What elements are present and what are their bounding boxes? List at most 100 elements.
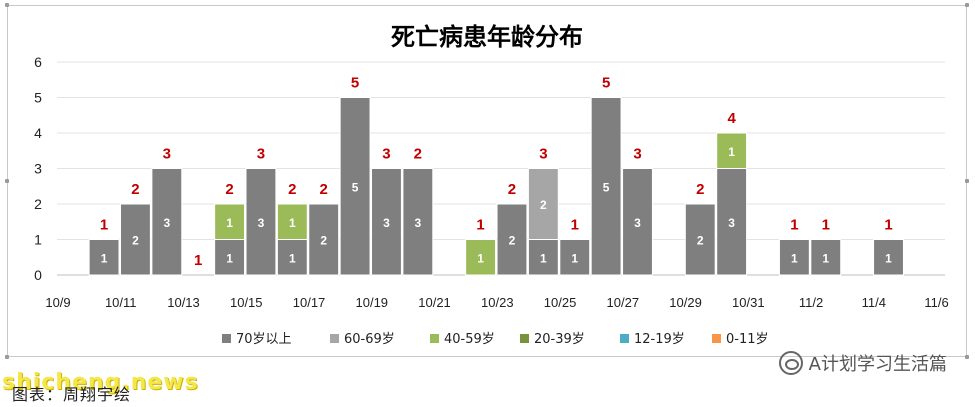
total-label: 2 [131,181,139,198]
bar-segment-label: 1 [477,251,484,265]
watermark-text: A计划学习生活篇 [808,354,947,375]
total-label: 3 [539,146,547,163]
total-label: 1 [194,252,202,269]
bar-segment [590,97,622,276]
total-label: 1 [884,217,892,234]
resize-handle-bottom-left[interactable] [5,355,9,359]
total-label: 5 [351,75,359,92]
bar-segment [88,239,120,276]
bar-segment-label: 1 [822,251,829,265]
x-tick-label: 10/29 [669,295,702,310]
bar-segment-label: 2 [132,234,139,248]
bar-segment-label: 5 [603,180,610,194]
bar-segment-label: 3 [163,216,170,230]
bar-segment-label: 3 [383,216,390,230]
total-label: 4 [727,110,736,127]
site-watermark: shicheng.news [2,370,199,395]
x-tick-label: 10/15 [230,295,263,310]
resize-handle-right[interactable] [965,179,969,183]
resize-handle-bottom-right[interactable] [965,355,969,359]
x-tick-label: 10/23 [481,295,514,310]
resize-handle-top-left[interactable] [5,3,9,7]
total-label: 1 [100,217,108,234]
chart-caption: 图表：周翔宇绘 [12,385,132,404]
bar-segment-label: 1 [571,251,578,265]
bar-segment [120,203,151,276]
legend-label: 0-11岁 [726,332,769,347]
bar-segment [245,168,277,276]
bar-segment-label: 1 [728,145,735,159]
x-tick-label: 10/31 [732,295,765,310]
bar-segment-label: 2 [320,234,327,248]
legend-label: 40-59岁 [444,332,495,347]
chart-title: 死亡病患年龄分布 [391,23,583,51]
bar-segment-label: 1 [289,216,296,230]
bar-segment [716,132,748,169]
legend-label: 70岁以上 [236,332,292,347]
x-tick-label: 10/21 [418,295,451,310]
bar-segment [622,168,653,276]
x-tick-label: 11/6 [924,295,948,310]
bar-segment [778,239,810,276]
legend-swatch [222,334,231,343]
total-label: 2 [696,181,704,198]
x-tick-label: 10/19 [356,295,389,310]
x-tick-label: 10/9 [45,295,70,310]
bar-segment-label: 1 [540,251,547,265]
bar-segment [810,239,842,276]
bar-segment-label: 3 [728,216,735,230]
bar-segment-label: 1 [791,251,798,265]
total-label: 3 [382,146,390,163]
legend-swatch [712,334,721,343]
total-label: 1 [571,217,579,234]
bar-segment [496,203,528,276]
legend-swatch [330,334,339,343]
x-tick-label: 11/2 [799,295,823,310]
x-tick-label: 11/4 [862,295,886,310]
bar-segment [151,168,183,276]
legend-swatch [520,334,529,343]
legend-label: 60-69岁 [344,332,395,347]
resize-handle-top-right[interactable] [965,3,969,7]
y-tick-label: 5 [34,90,42,106]
total-label: 1 [476,217,484,234]
total-label: 1 [822,217,830,234]
total-label: 1 [790,217,798,234]
bar-segment [308,203,340,276]
x-tick-label: 10/13 [167,295,200,310]
total-label: 2 [508,181,516,198]
bar-segment-label: 2 [697,234,704,248]
bar-segment-label: 2 [509,234,516,248]
bar-segment [684,203,716,276]
total-label: 3 [633,146,641,163]
bar-segment [465,239,497,276]
y-tick-label: 2 [34,196,42,212]
bar-segment-label: 5 [352,180,359,194]
bar-segment-label: 3 [258,216,265,230]
y-tick-label: 1 [34,232,42,248]
legend-swatch [430,334,439,343]
resize-handle-left[interactable] [5,179,9,183]
bar-segment [873,239,904,276]
bar-segment [527,168,559,240]
legend-label: 20-39岁 [534,332,585,347]
total-label: 3 [163,146,171,163]
total-label: 2 [225,181,233,198]
bar-segment-label: 3 [634,216,641,230]
total-label: 5 [602,75,610,92]
x-tick-label: 10/17 [293,295,326,310]
total-label: 2 [288,181,296,198]
total-label: 2 [320,181,328,198]
y-tick-label: 0 [34,267,42,283]
y-tick-label: 4 [34,125,42,141]
x-tick-label: 10/27 [607,295,640,310]
bar-segment [402,168,434,276]
x-tick-label: 10/11 [105,295,137,310]
bar-segment-label: 3 [415,216,422,230]
legend-swatch [620,334,629,343]
bar-segment-label: 1 [885,251,892,265]
x-tick-label: 10/25 [544,295,577,310]
total-label: 2 [414,146,422,163]
y-tick-label: 6 [34,54,42,70]
